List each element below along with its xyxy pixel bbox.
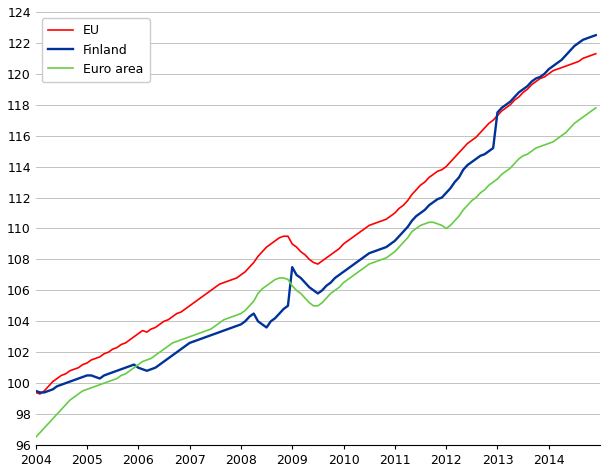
Finland (208, 332, 215, 338)
EU (592, 51, 600, 56)
EU (36, 391, 44, 397)
Finland (32, 388, 39, 394)
Line: EU: EU (36, 54, 596, 394)
Euro area (220, 317, 228, 323)
Euro area (592, 105, 600, 111)
Finland (36, 390, 44, 395)
EU (485, 120, 492, 126)
EU (208, 288, 215, 293)
EU (83, 360, 90, 366)
Finland (225, 326, 232, 332)
Euro area (485, 182, 492, 188)
EU (489, 118, 497, 123)
Euro area (32, 435, 39, 440)
Euro area (481, 187, 488, 192)
Euro area (79, 388, 86, 394)
Line: Euro area: Euro area (36, 108, 596, 438)
Finland (489, 145, 497, 151)
Line: Finland: Finland (36, 35, 596, 392)
Euro area (203, 328, 211, 333)
Finland (592, 32, 600, 38)
Finland (105, 371, 112, 377)
EU (105, 349, 112, 355)
Finland (83, 373, 90, 378)
Euro area (100, 380, 107, 386)
Legend: EU, Finland, Euro area: EU, Finland, Euro area (42, 18, 150, 82)
EU (32, 390, 39, 395)
EU (225, 278, 232, 284)
Finland (485, 148, 492, 154)
